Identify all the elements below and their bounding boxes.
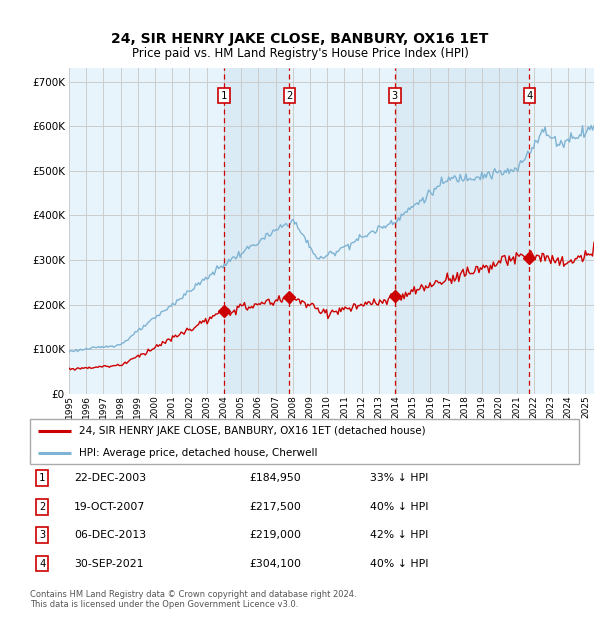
Text: 3: 3: [392, 91, 398, 101]
Text: £219,000: £219,000: [250, 530, 302, 540]
Text: 2: 2: [39, 502, 45, 512]
Text: £217,500: £217,500: [250, 502, 301, 512]
Text: 06-DEC-2013: 06-DEC-2013: [74, 530, 146, 540]
Text: 4: 4: [39, 559, 45, 569]
Text: 33% ↓ HPI: 33% ↓ HPI: [370, 473, 429, 484]
Text: £304,100: £304,100: [250, 559, 302, 569]
Text: £184,950: £184,950: [250, 473, 301, 484]
Text: 42% ↓ HPI: 42% ↓ HPI: [370, 530, 429, 540]
Text: 30-SEP-2021: 30-SEP-2021: [74, 559, 143, 569]
Text: Price paid vs. HM Land Registry's House Price Index (HPI): Price paid vs. HM Land Registry's House …: [131, 47, 469, 60]
Text: 40% ↓ HPI: 40% ↓ HPI: [370, 559, 429, 569]
Bar: [395, 68, 529, 394]
Text: HPI: Average price, detached house, Cherwell: HPI: Average price, detached house, Cher…: [79, 448, 318, 458]
Text: 22-DEC-2003: 22-DEC-2003: [74, 473, 146, 484]
Text: 24, SIR HENRY JAKE CLOSE, BANBURY, OX16 1ET (detached house): 24, SIR HENRY JAKE CLOSE, BANBURY, OX16 …: [79, 426, 426, 436]
Text: 40% ↓ HPI: 40% ↓ HPI: [370, 502, 429, 512]
Text: 24, SIR HENRY JAKE CLOSE, BANBURY, OX16 1ET: 24, SIR HENRY JAKE CLOSE, BANBURY, OX16 …: [112, 32, 488, 46]
Text: 2: 2: [286, 91, 292, 101]
Text: 3: 3: [39, 530, 45, 540]
Text: Contains HM Land Registry data © Crown copyright and database right 2024.: Contains HM Land Registry data © Crown c…: [30, 590, 356, 600]
Bar: [224, 68, 289, 394]
Text: 4: 4: [526, 91, 533, 101]
Text: 1: 1: [221, 91, 227, 101]
Text: 1: 1: [39, 473, 45, 484]
Text: 19-OCT-2007: 19-OCT-2007: [74, 502, 145, 512]
FancyBboxPatch shape: [30, 419, 579, 464]
Text: This data is licensed under the Open Government Licence v3.0.: This data is licensed under the Open Gov…: [30, 600, 298, 609]
